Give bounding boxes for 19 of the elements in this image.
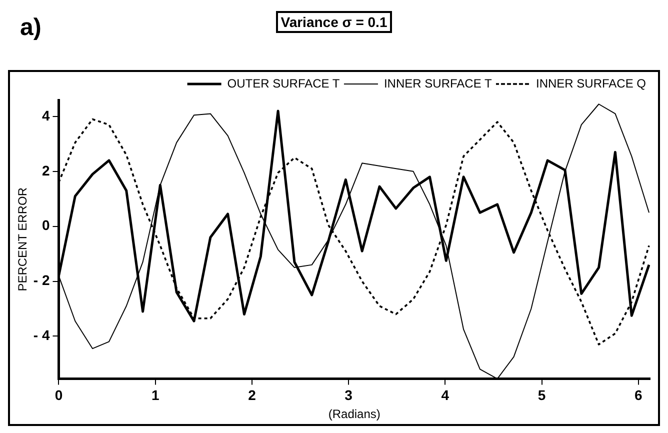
x-tick-label: 4 [441,387,450,404]
chart-title: Variance σ = 0.1 [276,11,392,33]
y-axis-title: PERCENT ERROR [16,187,30,292]
y-tick-label: - 2 [33,272,50,288]
x-tick-label: 0 [54,387,63,404]
x-tick-label: 3 [344,387,353,404]
y-tick-label: 4 [42,107,50,124]
x-tick-label: 2 [248,387,256,404]
y-tick-label: 2 [42,162,50,178]
y-tick-label: - 4 [33,327,50,344]
legend-label: INNER SURFACE T [384,76,492,90]
legend-label: INNER SURFACE Q [536,76,646,90]
x-tick-label: 6 [634,387,643,404]
text: a) [20,14,42,42]
x-axis-title: (Radians) [328,407,380,422]
legend-label: OUTER SURFACE T [227,76,340,90]
y-tick-label: 0 [42,217,50,234]
x-tick-label: 1 [151,387,160,404]
x-tick-label: 5 [538,387,546,404]
